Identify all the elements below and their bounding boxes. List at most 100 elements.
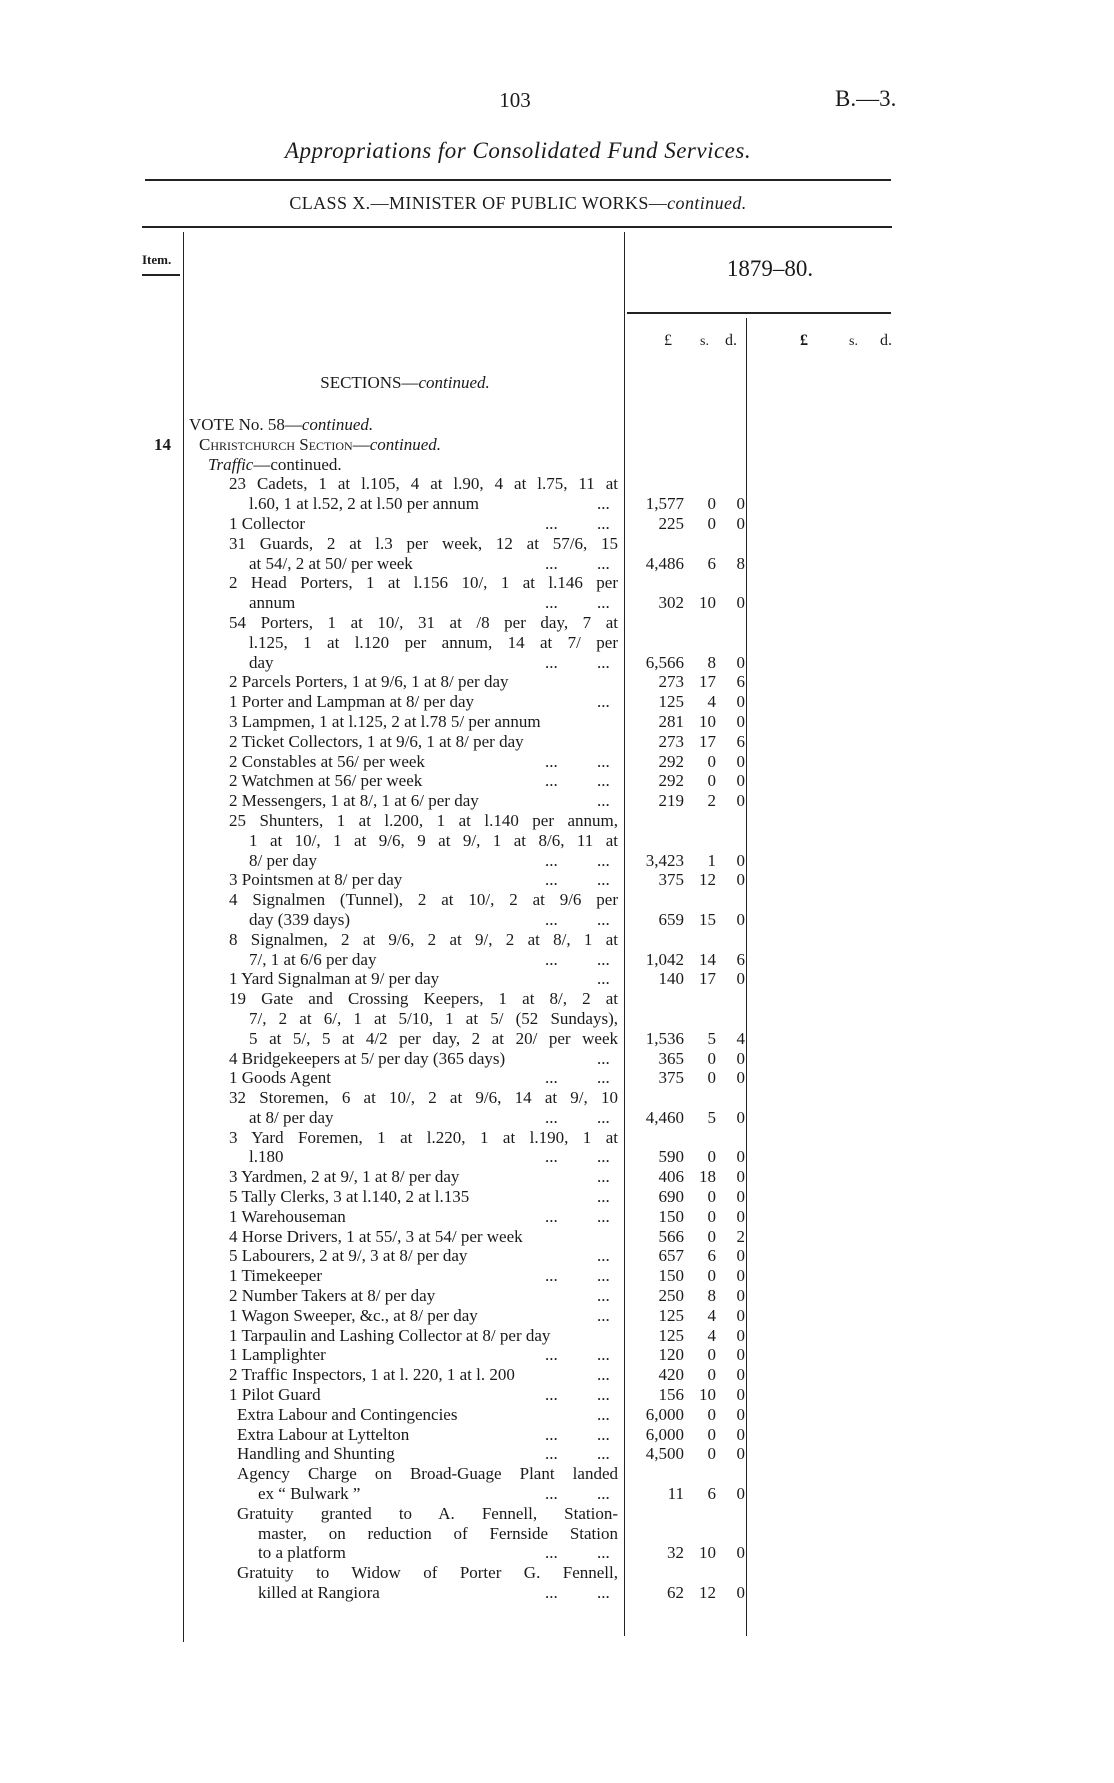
entry-line: 1 Lamplighter...... 120 0 0	[0, 1345, 1114, 1365]
amount-pounds: 375	[658, 1068, 685, 1088]
subsection-wrap: Christchurch Section—continued.	[199, 435, 441, 455]
entry-line: 3 Yard Foremen, 1 at l.220, 1 at l.190, …	[0, 1128, 1114, 1148]
entry-description: 3 Lampmen, 1 at l.125, 2 at l.78 5/ per …	[229, 711, 541, 731]
description-column-divider	[624, 232, 625, 1636]
entry-description: 1 Goods Agent	[229, 1068, 331, 1088]
list-item: 1 Timekeeper...... 150 0 0	[0, 1266, 1114, 1286]
dot-leader: ...	[597, 1286, 610, 1306]
amount-pence: 0	[736, 1206, 746, 1226]
dot-leader: ...	[597, 513, 610, 533]
list-item: 1 Porter and Lampman at 8/ per day... 125…	[0, 692, 1114, 712]
list-item: Gratuity to Widow of Porter G. Fennell, k…	[0, 1563, 1114, 1603]
amount-shillings: 6	[707, 1246, 717, 1266]
currency-pounds-b: £	[800, 332, 808, 349]
amount-pence: 0	[736, 513, 746, 533]
entry-line: 3 Pointsmen at 8/ per day...... 375 12 0	[0, 870, 1114, 890]
entry-description: Agency Charge on Broad-Guage Plant lande…	[237, 1464, 618, 1484]
entry-description: 25 Shunters, 1 at l.200, 1 at l.140 per …	[229, 810, 618, 830]
entry-line: 19 Gate and Crossing Keepers, 1 at 8/, 2…	[0, 989, 1114, 1009]
dot-leader: ...	[545, 1484, 558, 1504]
amount-pounds: 566	[658, 1226, 685, 1246]
amount-pence: 0	[736, 850, 746, 870]
list-item: Gratuity granted to A. Fennell, Station-…	[0, 1504, 1114, 1563]
amount-pence: 8	[736, 553, 746, 573]
sections-heading: SECTIONS—continued.	[240, 373, 570, 393]
dot-leader: ...	[597, 1147, 610, 1167]
amount-pounds: 292	[658, 751, 685, 771]
entry-description: l.60, 1 at l.52, 2 at l.50 per annum	[249, 494, 479, 514]
entry-line: Extra Labour at Lyttelton...... 6,000 0 0	[0, 1425, 1114, 1445]
page-title: Appropriations for Consolidated Fund Ser…	[284, 138, 752, 163]
amount-pounds: 365	[658, 1048, 685, 1068]
entry-description: 5 at 5/, 5 at 4/2 per day, 2 at 20/ per …	[249, 1028, 618, 1048]
entry-description: 3 Yard Foremen, 1 at l.220, 1 at l.190, …	[229, 1127, 618, 1147]
amount-shillings: 6	[707, 553, 717, 573]
dot-leader: ...	[545, 513, 558, 533]
amount-pence: 0	[736, 1444, 746, 1464]
entry-line: 7/, 2 at 6/, 1 at 5/10, 1 at 5/ (52 Sund…	[0, 1009, 1114, 1029]
subsection-heading: 14 Christchurch Section—continued.	[0, 435, 1114, 455]
item-column-header: Item.	[142, 252, 172, 267]
list-item: 2 Head Porters, 1 at l.156 10/, 1 at l.1…	[0, 573, 1114, 613]
list-item: 2 Constables at 56/ per week...... 292 0 0	[0, 752, 1114, 772]
dot-leader: ...	[597, 692, 610, 712]
list-item: 54 Porters, 1 at 10/, 31 at /8 per day, …	[0, 613, 1114, 672]
list-item: 2 Ticket Collectors, 1 at 9/6, 1 at 8/ p…	[0, 732, 1114, 752]
entry-description: day	[249, 652, 274, 672]
entry-line: killed at Rangiora...... 62 12 0	[0, 1583, 1114, 1603]
list-item: 3 Pointsmen at 8/ per day...... 375 12 0	[0, 870, 1114, 890]
entry-description: Gratuity to Widow of Porter G. Fennell,	[237, 1563, 618, 1583]
amount-pounds: 4,500	[645, 1444, 684, 1464]
entry-line: 1 Collector...... 225 0 0	[0, 514, 1114, 534]
entry-description: 4 Horse Drivers, 1 at 55/, 3 at 54/ per …	[229, 1226, 523, 1246]
amount-pounds: 3,423	[645, 850, 684, 870]
entry-description: day (339 days)	[249, 909, 351, 929]
amount-pounds: 1,536	[645, 1028, 684, 1048]
entry-description: 1 Timekeeper	[229, 1266, 323, 1286]
amount-shillings: 17	[699, 672, 716, 692]
dot-leader: ...	[597, 1187, 610, 1207]
list-item: 5 Tally Clerks, 3 at l.140, 2 at l.135..…	[0, 1187, 1114, 1207]
list-item: 5 Labourers, 2 at 9/, 3 at 8/ per day...…	[0, 1246, 1114, 1266]
dot-leader: ...	[545, 870, 558, 890]
entry-line: 5 Labourers, 2 at 9/, 3 at 8/ per day...…	[0, 1246, 1114, 1266]
dot-leader: ...	[545, 1444, 558, 1464]
list-item: Handling and Shunting...... 4,500 0 0	[0, 1444, 1114, 1464]
vote-label-wrap: VOTE No. 58—continued.	[189, 415, 373, 435]
amount-pence: 0	[736, 1345, 746, 1365]
entry-description: 23 Cadets, 1 at l.105, 4 at l.90, 4 at l…	[229, 474, 618, 494]
entry-description: 2 Ticket Collectors, 1 at 9/6, 1 at 8/ p…	[229, 731, 524, 751]
amount-pounds: 225	[658, 513, 685, 533]
amount-pence: 0	[736, 1068, 746, 1088]
dot-leader: ...	[597, 870, 610, 890]
list-item: Extra Labour at Lyttelton...... 6,000 0 0	[0, 1425, 1114, 1445]
amount-pounds: 302	[658, 593, 685, 613]
dot-leader: ...	[545, 1107, 558, 1127]
amount-pence: 0	[736, 711, 746, 731]
list-item: 2 Messengers, 1 at 8/, 1 at 6/ per day..…	[0, 791, 1114, 811]
currency-pounds-a: £	[664, 332, 672, 349]
entry-line: 2 Number Takers at 8/ per day... 250 8 0	[0, 1286, 1114, 1306]
entry-description: 8 Signalmen, 2 at 9/6, 2 at 9/, 2 at 8/,…	[229, 929, 618, 949]
amount-shillings: 8	[707, 1286, 717, 1306]
dot-leader: ...	[597, 969, 610, 989]
dot-leader: ...	[545, 771, 558, 791]
dot-leader: ...	[597, 1266, 610, 1286]
amount-shillings: 10	[699, 711, 716, 731]
entry-description: 4 Signalmen (Tunnel), 2 at 10/, 2 at 9/6…	[229, 890, 618, 910]
amount-pounds: 273	[658, 672, 685, 692]
list-item: 2 Watchmen at 56/ per week...... 292 0 0	[0, 771, 1114, 791]
amount-pence: 6	[736, 672, 746, 692]
amount-pence: 0	[736, 870, 746, 890]
amount-shillings: 4	[707, 1305, 717, 1325]
amount-pounds: 6,000	[645, 1424, 684, 1444]
amount-pence: 0	[736, 1048, 746, 1068]
amount-pence: 0	[736, 1167, 746, 1187]
dot-leader: ...	[597, 1246, 610, 1266]
amount-shillings: 10	[699, 593, 716, 613]
entry-description: 5 Tally Clerks, 3 at l.140, 2 at l.135	[229, 1187, 470, 1207]
amount-pence: 0	[736, 791, 746, 811]
amount-pence: 0	[736, 1424, 746, 1444]
dot-leader: ...	[545, 850, 558, 870]
item-number: 14	[154, 434, 171, 454]
